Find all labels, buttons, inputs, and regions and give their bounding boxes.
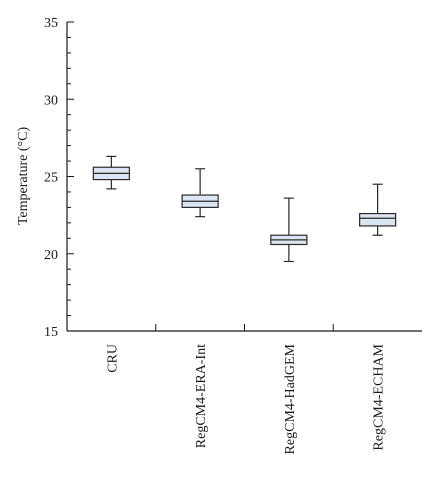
x-category-label: CRU — [105, 344, 120, 373]
y-tick-label: 15 — [44, 325, 58, 340]
x-category-label: RegCM4-HadGEM — [283, 343, 298, 454]
x-category-label: RegCM4-ECHAM — [372, 343, 387, 450]
iqr-box — [359, 212, 397, 227]
box-plot — [270, 197, 308, 263]
box-plot — [92, 155, 130, 190]
box-plots — [92, 155, 397, 263]
y-tick-label: 20 — [44, 248, 58, 263]
y-ticks: 15 20 25 30 35 — [44, 16, 74, 340]
box-plot — [181, 168, 219, 218]
y-tick-label: 30 — [44, 93, 58, 108]
y-tick-label: 25 — [44, 171, 58, 186]
x-ticks: CRU RegCM4-ERA-Int RegCM4-HadGEM RegCM4-ECH… — [105, 324, 387, 454]
y-axis-title: Temperature (°C) — [16, 127, 31, 226]
box-plot — [359, 183, 397, 236]
x-category-label: RegCM4-ERA-Int — [194, 344, 209, 448]
y-tick-label: 35 — [44, 16, 58, 31]
